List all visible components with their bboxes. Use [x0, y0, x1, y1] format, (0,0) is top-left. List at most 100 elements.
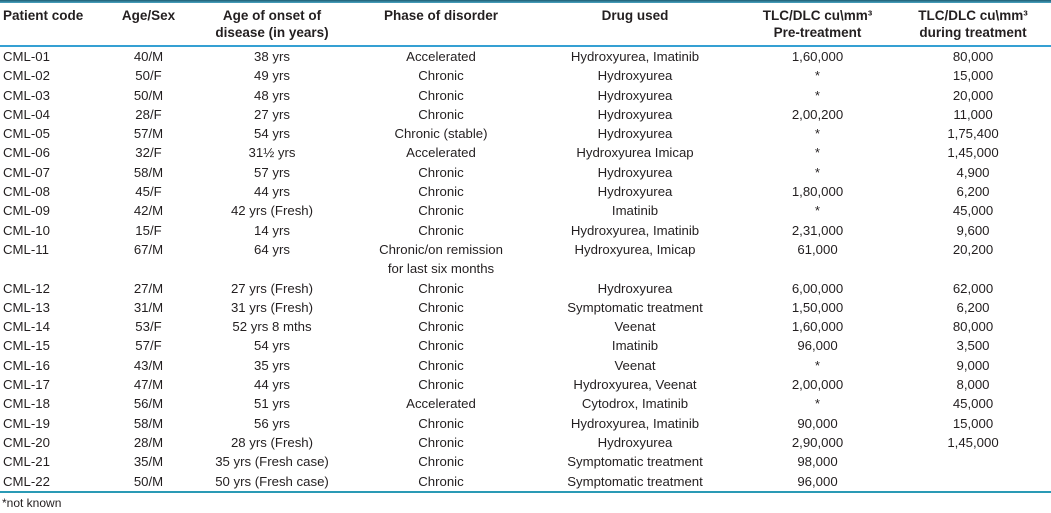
cell-age_sex: 58/M: [133, 164, 164, 180]
cell-during: 45,000: [952, 203, 994, 219]
cell-pre: *: [814, 145, 821, 161]
header-row: Patient code Age/Sex Age of onset of disea…: [0, 3, 1051, 47]
cell-age_sex: 47/M: [133, 377, 164, 393]
cell-drug: Hydroxyurea, Veenat: [573, 377, 697, 393]
cell-during: 15,000: [952, 68, 994, 84]
cell-pre: *: [814, 357, 821, 373]
cell-pre: *: [814, 68, 821, 84]
cell-pre: *: [814, 164, 821, 180]
table-row: CML-19 58/M 56 yrs Chronic Hydroxyurea, Imat…: [0, 414, 1051, 433]
cell-phase: Chronic: [418, 377, 464, 393]
cell-during: 9,600: [956, 222, 990, 238]
cell-drug: Hydroxyurea Imicap: [576, 145, 694, 161]
cell-pre: 96,000: [797, 338, 838, 354]
cell-during: 80,000: [952, 49, 994, 64]
cell-onset: 31½ yrs: [248, 145, 296, 161]
cell-phase: Chronic: [418, 87, 464, 103]
cell-code: CML-18: [3, 396, 50, 412]
cell-during: 4,900: [956, 164, 990, 180]
table-row: CML-12 27/M 27 yrs (Fresh) Chronic Hydroxyur…: [0, 279, 1051, 298]
table-row: CML-18 56/M 51 yrs Accelerated Cytodrox, Ima…: [0, 394, 1051, 413]
cell-pre: *: [814, 396, 821, 412]
table-header: Patient code Age/Sex Age of onset of disea…: [0, 3, 1051, 47]
cell-age_sex: 58/M: [133, 415, 164, 431]
cell-phase: Chronic: [418, 203, 464, 219]
cell-onset: 56 yrs: [254, 415, 290, 431]
cell-phase: Accelerated: [406, 396, 476, 412]
table-row: CML-16 43/M 35 yrs Chronic Veenat * 9,000: [0, 356, 1051, 375]
cell-onset: 35 yrs (Fresh case): [215, 454, 329, 470]
cell-during: 11,000: [953, 106, 993, 122]
cell-onset: 52 yrs 8 mths: [232, 319, 312, 335]
cell-age_sex: 31/M: [133, 299, 164, 315]
cell-age_sex: 50/F: [135, 68, 162, 84]
cell-code: CML-17: [3, 377, 50, 393]
cell-phase: Chronic: [418, 68, 464, 84]
cell-pre: 2,00,200: [791, 106, 844, 122]
footnote-not-known: *not known: [2, 495, 62, 510]
cell-during: 3,500: [956, 338, 990, 354]
cell-code: CML-13: [3, 299, 50, 315]
cell-age_sex: 28/F: [135, 106, 162, 122]
cell-drug: Hydroxyurea: [597, 68, 673, 84]
cell-onset: 49 yrs: [254, 68, 290, 84]
cell-onset: 50 yrs (Fresh case): [192, 471, 352, 493]
cell-drug: Symptomatic treatment: [567, 454, 703, 470]
cell-phase: Chronic: [418, 338, 464, 354]
cell-onset: 54 yrs: [254, 126, 290, 142]
cell-onset: 54 yrs: [254, 338, 290, 354]
column-header-phase: Phase of disorder: [352, 3, 530, 47]
cell-onset: 28 yrs (Fresh): [230, 434, 314, 450]
table-row: CML-10 15/F 14 yrs Chronic Hydroxyurea, Imat…: [0, 221, 1051, 240]
cell-onset: 27 yrs (Fresh): [230, 280, 314, 296]
cell-onset: 35 yrs: [254, 357, 290, 373]
cell-pre: *: [814, 87, 821, 103]
cell-code: CML-05: [3, 126, 50, 142]
table-row: CML-15 57/F 54 yrs Chronic Imatinib 96,000 3,5…: [0, 336, 1051, 355]
cell-phase: Chronic: [418, 280, 464, 296]
cell-pre: 2,00,000: [791, 377, 844, 393]
cell-onset: 27 yrs: [254, 106, 290, 122]
cell-onset: 42 yrs (Fresh): [230, 203, 314, 219]
cell-code: CML-11: [3, 241, 49, 257]
table-row: CML-13 31/M 31 yrs (Fresh) Chronic Symptomat…: [0, 298, 1051, 317]
cell-drug: Hydroxyurea: [597, 126, 673, 142]
cell-age_sex: 50/M: [133, 87, 164, 103]
cell-code: CML-22: [0, 471, 105, 493]
cell-phase: Chronic: [418, 434, 464, 450]
cell-pre: 2,31,000: [791, 222, 844, 238]
cell-during: 8,000: [956, 377, 990, 393]
table-row: CML-09 42/M 42 yrs (Fresh) Chronic Imatinib *…: [0, 201, 1051, 220]
cell-pre: 61,000: [797, 241, 838, 257]
table-row: CML-03 50/M 48 yrs Chronic Hydroxyurea * 20,00…: [0, 86, 1051, 105]
table-row: CML-21 35/M 35 yrs (Fresh case) Chronic Symp…: [0, 452, 1051, 471]
cell-age_sex: 40/M: [133, 49, 164, 64]
cell-phase: Chronic: [418, 184, 464, 200]
cell-age_sex: 57/F: [135, 338, 162, 354]
cell-drug: Hydroxyurea, Imatinib: [570, 415, 700, 431]
cell-age_sex: 50/M: [105, 471, 192, 493]
column-header-drug: Drug used: [530, 3, 740, 47]
cell-drug: Symptomatic treatment: [567, 299, 703, 315]
cell-age_sex: 57/M: [133, 126, 164, 142]
cell-pre: 2,90,000: [791, 434, 844, 450]
cell-drug: Hydroxyurea, Imatinib: [570, 49, 700, 64]
cell-code: CML-03: [3, 87, 50, 103]
cell-code: CML-02: [3, 68, 50, 84]
table-row: CML-11 67/M 64 yrs Chronic/on remission for…: [0, 240, 1051, 279]
cell-code: CML-10: [3, 222, 50, 238]
cell-pre: 96,000: [740, 471, 895, 493]
cell-during: 6,200: [956, 299, 990, 315]
cell-drug: Symptomatic treatment: [530, 471, 740, 493]
table-row: CML-05 57/M 54 yrs Chronic (stable) Hydroxyu…: [0, 124, 1051, 143]
cell-phase: Chronic: [352, 471, 530, 493]
column-header-code: Patient code: [0, 3, 105, 47]
cell-drug: Hydroxyurea: [597, 280, 673, 296]
table-row: CML-20 28/M 28 yrs (Fresh) Chronic Hydroxyur…: [0, 433, 1051, 452]
cell-phase: Chronic: [418, 164, 464, 180]
cell-during: 1,45,000: [947, 145, 999, 161]
table-row: CML-08 45/F 44 yrs Chronic Hydroxyurea 1,80,0…: [0, 182, 1051, 201]
cell-code: CML-15: [3, 338, 50, 354]
cell-during: [895, 452, 1051, 471]
cell-pre: 1,60,000: [791, 319, 844, 335]
